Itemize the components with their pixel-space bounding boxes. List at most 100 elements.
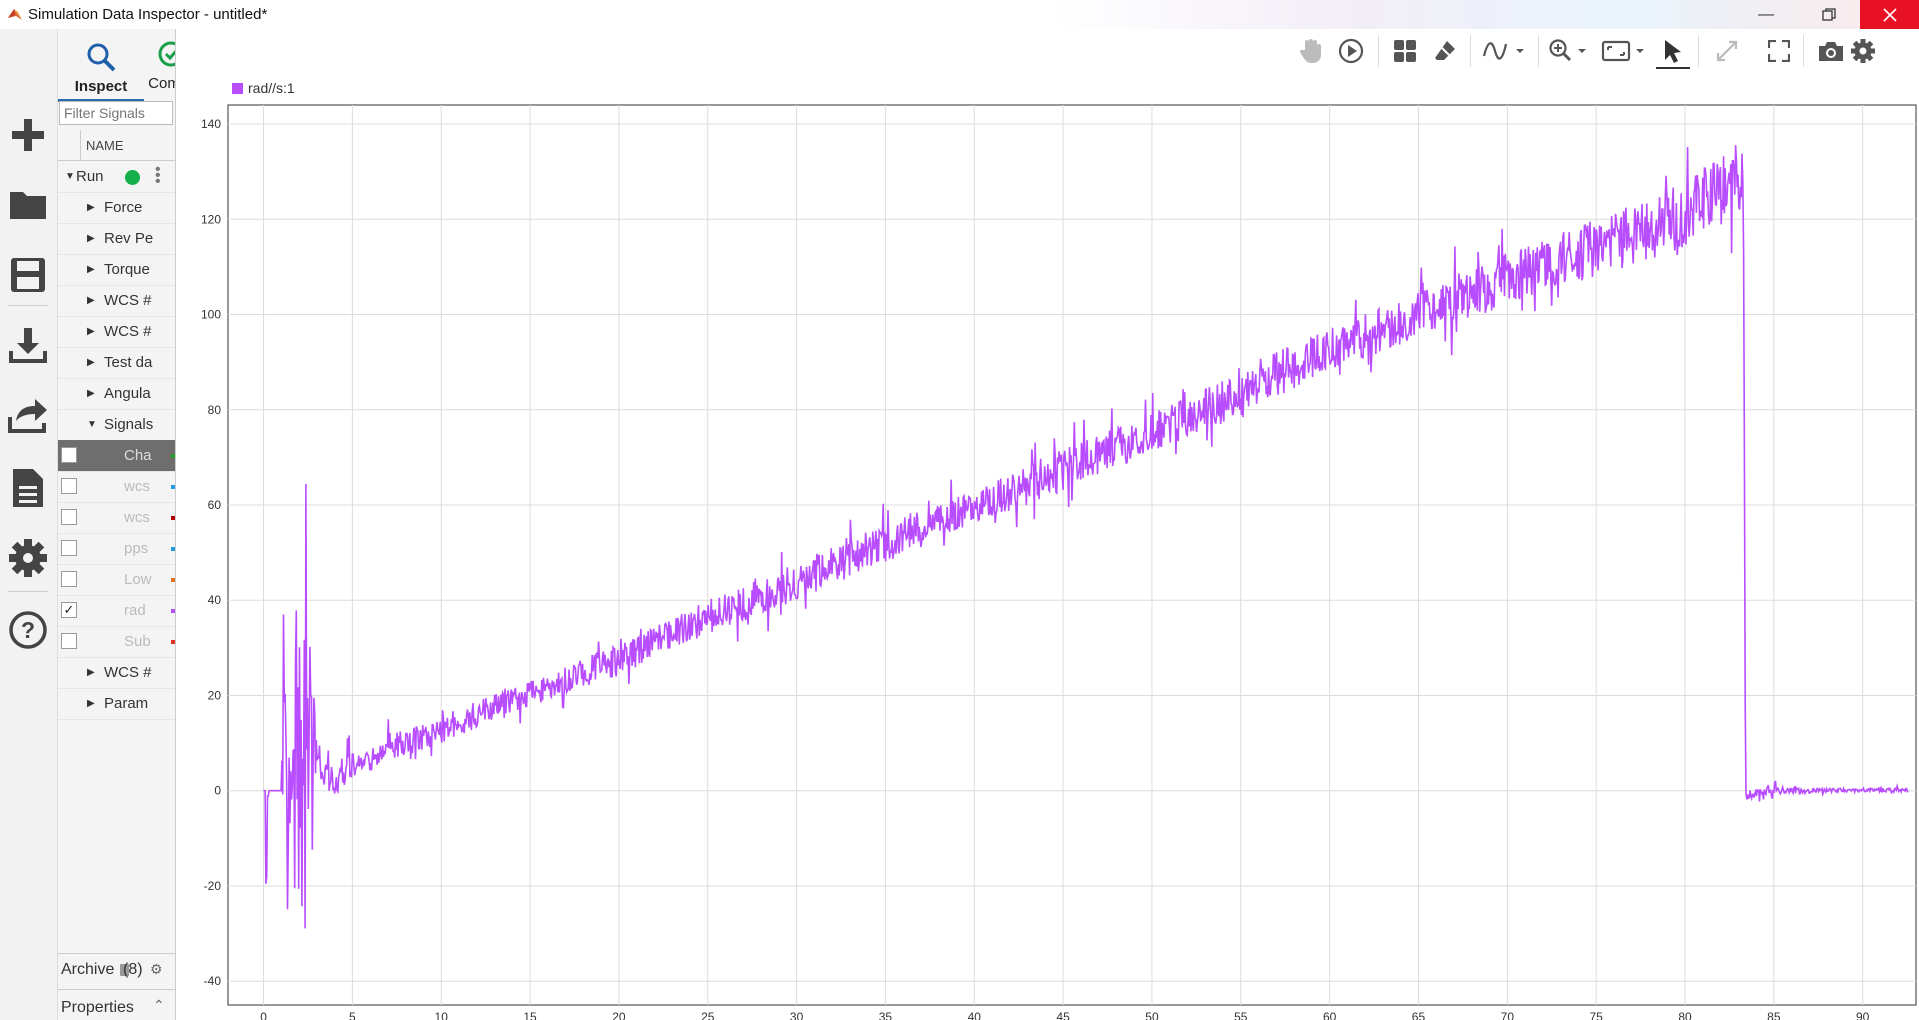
signal-color-swatch[interactable] [171, 578, 175, 582]
chevron-up-icon[interactable]: ⌃ [153, 997, 165, 1013]
signal-plot[interactable]: 0 5 10 15 20 25 30 35 40 45 50 55 60 65 70 75 80 85 90 -40 -… [176, 96, 1919, 1020]
clear-button[interactable] [1430, 35, 1460, 67]
expand-arrow-icon[interactable]: ▶ [87, 698, 95, 709]
name-column-label[interactable]: NAME [86, 138, 124, 153]
help-button[interactable]: ? [5, 607, 51, 653]
signal-group-row[interactable]: ▶ WCS # [58, 657, 175, 689]
x-tick-label: 40 [968, 1010, 982, 1020]
play-button[interactable] [1336, 35, 1366, 67]
fullscreen-icon [1768, 40, 1790, 62]
group-label: Torque [104, 261, 150, 278]
close-button[interactable] [1860, 0, 1919, 29]
y-tick-label: 120 [201, 212, 221, 226]
pan-button[interactable] [1296, 35, 1326, 67]
filter-signals-input[interactable] [59, 101, 173, 125]
expand-arrow-icon[interactable]: ▶ [87, 233, 95, 244]
expand-arrow-icon[interactable]: ▶ [87, 264, 95, 275]
series-line[interactable] [263, 145, 1909, 929]
fullscreen-button[interactable] [1764, 35, 1794, 67]
archive-settings-icon[interactable]: ⚙ [150, 961, 163, 977]
new-button[interactable] [5, 112, 51, 158]
signal-checkbox[interactable] [61, 571, 77, 587]
archive-section[interactable]: Archive (8) ⚙ [58, 953, 175, 984]
layout-button[interactable] [1390, 35, 1420, 67]
open-button[interactable] [5, 181, 51, 227]
properties-section[interactable]: Properties ⌃ [58, 989, 175, 1020]
expand-arrow-icon[interactable]: ▶ [87, 326, 95, 337]
expand-arrow-icon[interactable]: ▶ [87, 295, 95, 306]
restore-button[interactable] [1806, 0, 1852, 29]
run-row[interactable]: ▼ Run • • • [58, 161, 175, 193]
y-tick-label: 60 [208, 498, 222, 512]
share-icon [8, 399, 47, 433]
signal-checkbox[interactable] [61, 447, 77, 463]
signal-checkbox[interactable] [61, 540, 77, 556]
x-tick-label: 15 [523, 1010, 537, 1020]
layout-icon [1394, 40, 1416, 62]
signal-group-row[interactable]: ▶ Test da [58, 347, 175, 379]
tab-inspect[interactable]: Inspect [58, 29, 144, 102]
signal-checkbox[interactable] [61, 509, 77, 525]
signal-row[interactable]: wcs [58, 502, 175, 534]
settings-button[interactable] [1848, 35, 1878, 67]
import-button[interactable] [5, 322, 51, 368]
collapse-arrow-icon[interactable]: ▼ [65, 171, 75, 182]
expand-arrow-icon[interactable]: ▶ [87, 357, 95, 368]
report-button[interactable] [5, 465, 51, 511]
x-tick-label: 75 [1589, 1010, 1603, 1020]
signal-group-row[interactable]: ▶ Rev Pe [58, 223, 175, 255]
signal-row[interactable]: Cha [58, 440, 175, 472]
signal-color-swatch[interactable] [171, 454, 175, 458]
signal-group-row[interactable]: ▶ Force [58, 192, 175, 224]
expand-button[interactable] [1712, 35, 1742, 67]
more-options-icon[interactable]: • • • [155, 161, 161, 190]
document-icon [13, 469, 43, 507]
save-button[interactable] [5, 252, 51, 298]
download-icon [9, 328, 47, 363]
group-label: WCS # [104, 323, 152, 340]
chart-legend[interactable]: rad//s:1 [232, 80, 295, 96]
camera-icon [1819, 42, 1843, 61]
fit-to-view-button[interactable] [1600, 35, 1650, 67]
signal-color-swatch[interactable] [171, 609, 175, 613]
x-tick-label: 60 [1323, 1010, 1337, 1020]
expand-arrow-icon[interactable]: ▶ [87, 202, 95, 213]
collapse-arrow-icon[interactable]: ▼ [87, 419, 97, 430]
pan-icon [1299, 39, 1321, 63]
expand-arrow-icon[interactable]: ▶ [87, 667, 95, 678]
signal-row[interactable]: Sub [58, 626, 175, 658]
signal-row[interactable]: ✓ rad [58, 595, 175, 627]
signal-row[interactable]: pps [58, 533, 175, 565]
x-tick-label: 0 [260, 1010, 267, 1020]
signal-checkbox[interactable] [61, 478, 77, 494]
signal-row[interactable]: Low [58, 564, 175, 596]
signal-label: wcs [124, 509, 150, 526]
signal-checkbox[interactable] [61, 633, 77, 649]
signal-browser-panel: Inspect Com NAME ▼ Run ••• ▶ Force ▶ Rev… [58, 29, 176, 1020]
signal-group-row[interactable]: ▶ Torque [58, 254, 175, 286]
snapshot-button[interactable] [1816, 35, 1846, 67]
settings-button[interactable] [5, 535, 51, 581]
save-icon [11, 258, 45, 292]
signal-group-row[interactable]: ▶ Angula [58, 378, 175, 410]
signal-color-swatch[interactable] [171, 485, 175, 489]
signal-group-row[interactable]: ▶ Param [58, 688, 175, 720]
signal-color-swatch[interactable] [171, 547, 175, 551]
signal-group-row[interactable]: ▶ WCS # [58, 316, 175, 348]
share-button[interactable] [5, 392, 51, 438]
cursor-button[interactable] [1656, 35, 1690, 69]
tab-compare[interactable]: Com [144, 29, 175, 99]
signal-color-swatch[interactable] [171, 640, 175, 644]
signal-color-swatch[interactable] [171, 516, 175, 520]
zoom-button[interactable] [1548, 35, 1592, 67]
signal-checkbox[interactable]: ✓ [61, 602, 77, 618]
signal-style-button[interactable] [1480, 35, 1530, 67]
x-tick-label: 25 [701, 1010, 715, 1020]
signal-row[interactable]: wcs [58, 471, 175, 503]
minimize-button[interactable]: — [1743, 0, 1789, 29]
signal-group-row[interactable]: ▶ WCS # [58, 285, 175, 317]
signal-group-row[interactable]: ▼ Signals [58, 409, 175, 441]
expand-arrow-icon[interactable]: ▶ [87, 388, 95, 399]
y-tick-label: 100 [201, 308, 221, 322]
toolbar-divider [1538, 35, 1539, 67]
